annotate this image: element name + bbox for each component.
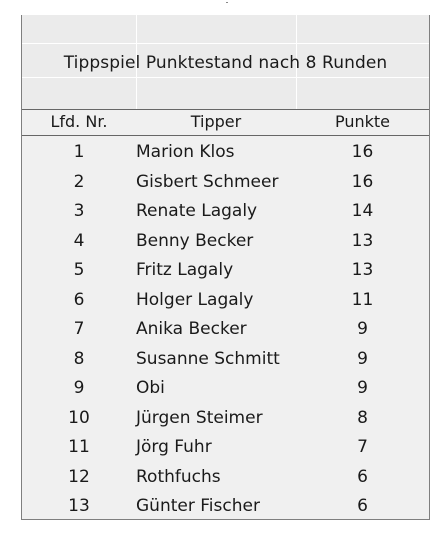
cell-nr: 10 — [68, 407, 90, 428]
column-header-punkte: Punkte — [334, 112, 391, 131]
standings-table: Tippspiel Punktestand nach 8 Runden Lfd.… — [21, 15, 430, 520]
cell-punkte: 13 — [351, 230, 374, 251]
cell-nr: 12 — [68, 466, 90, 487]
cell-tipper: Jürgen Steimer — [136, 407, 263, 428]
cell-punkte: 6 — [357, 466, 368, 487]
table-row: 12 Rothfuchs 6 — [22, 463, 429, 493]
cell-tipper: Günter Fischer — [136, 496, 260, 516]
cell-nr: 9 — [73, 378, 85, 398]
cell-nr: 8 — [73, 348, 85, 369]
cell-divider — [296, 15, 297, 109]
column-header-nr: Lfd. Nr. — [50, 112, 108, 131]
header-rule-top — [22, 109, 429, 110]
cell-tipper: Susanne Schmitt — [136, 348, 280, 369]
table-row: 10 Jürgen Steimer 8 — [22, 404, 429, 434]
cell-punkte: 6 — [357, 496, 368, 516]
header-rule-bottom — [22, 135, 429, 136]
table-row: 7 Anika Becker 9 — [22, 315, 429, 345]
table-row: 11 Jörg Fuhr 7 — [22, 433, 429, 463]
table-row: 6 Holger Lagaly 11 — [22, 286, 429, 316]
cell-punkte: 16 — [351, 171, 374, 192]
cell-tipper: Obi — [136, 378, 165, 398]
cell-nr: 4 — [73, 230, 85, 251]
cell-nr: 13 — [68, 496, 90, 516]
stray-dot — [226, 2, 228, 3]
cell-nr: 1 — [73, 142, 85, 162]
cell-tipper: Anika Becker — [136, 319, 247, 339]
cell-punkte: 7 — [357, 437, 368, 457]
table-title: Tippspiel Punktestand nach 8 Runden — [63, 53, 388, 73]
table-row: 2 Gisbert Schmeer 16 — [22, 168, 429, 198]
title-band — [22, 15, 429, 109]
cell-punkte: 14 — [351, 201, 374, 221]
table-row: 8 Susanne Schmitt 9 — [22, 345, 429, 375]
cell-tipper: Rothfuchs — [136, 466, 221, 487]
cell-tipper: Fritz Lagaly — [136, 260, 234, 280]
cell-punkte: 9 — [357, 348, 368, 369]
cell-nr: 6 — [73, 289, 85, 310]
cell-divider — [136, 15, 137, 109]
cell-punkte: 8 — [357, 407, 368, 428]
table-row: 13 Günter Fischer 6 — [22, 492, 429, 522]
cell-nr: 2 — [73, 171, 85, 192]
cell-punkte: 11 — [351, 289, 374, 310]
cell-nr: 7 — [73, 319, 85, 339]
cell-punkte: 16 — [351, 142, 374, 162]
table-row: 9 Obi 9 — [22, 374, 429, 404]
table-row: 5 Fritz Lagaly 13 — [22, 256, 429, 286]
cell-nr: 5 — [73, 260, 85, 280]
table-body: 1 Marion Klos 16 2 Gisbert Schmeer 16 3 … — [22, 138, 429, 522]
cell-tipper: Marion Klos — [136, 142, 235, 162]
cell-nr: 3 — [73, 201, 85, 221]
cell-tipper: Benny Becker — [136, 230, 254, 251]
cell-tipper: Holger Lagaly — [136, 289, 254, 310]
column-header-tipper: Tipper — [190, 112, 242, 131]
table-row: 1 Marion Klos 16 — [22, 138, 429, 168]
cell-punkte: 13 — [351, 260, 374, 280]
cell-divider — [22, 43, 429, 44]
table-row: 3 Renate Lagaly 14 — [22, 197, 429, 227]
cell-tipper: Gisbert Schmeer — [136, 171, 279, 192]
cell-divider — [22, 77, 429, 78]
cell-punkte: 9 — [357, 378, 368, 398]
cell-tipper: Jörg Fuhr — [136, 437, 212, 457]
table-row: 4 Benny Becker 13 — [22, 227, 429, 257]
cell-nr: 11 — [68, 437, 90, 457]
cell-tipper: Renate Lagaly — [136, 201, 258, 221]
cell-punkte: 9 — [357, 319, 368, 339]
